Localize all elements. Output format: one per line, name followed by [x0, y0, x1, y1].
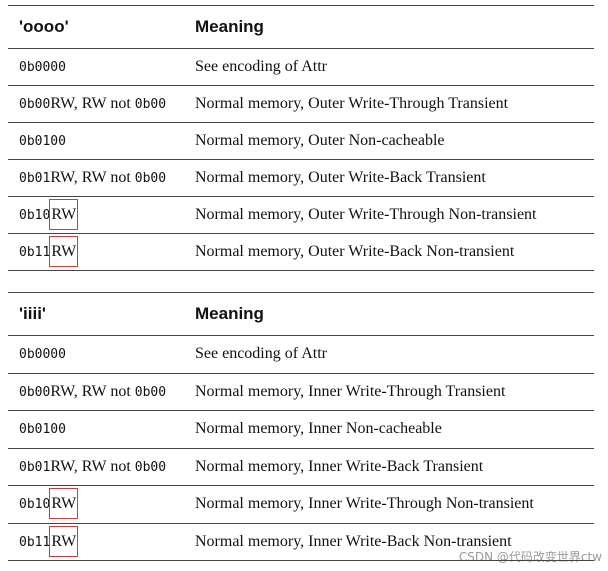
- encoding-cell: 0b0100: [8, 420, 195, 438]
- encoding-part: 0b01: [19, 171, 51, 186]
- table-row: 0b00RW, RW not 0b00 Normal memory, Outer …: [8, 85, 594, 122]
- meaning-cell: Normal memory, Outer Write-Back Transien…: [195, 169, 486, 186]
- table-row: 0b0100 Normal memory, Inner Non-cacheable: [8, 410, 594, 448]
- meaning-cell: See encoding of Attr: [195, 345, 327, 363]
- header-cell: 'oooo': [19, 17, 69, 36]
- encoding-part: RW, RW not: [50, 95, 135, 112]
- encoding-part: RW, RW not: [50, 382, 135, 400]
- header-row: 'oooo' Meaning: [8, 5, 594, 48]
- encoding-part: RW: [49, 199, 79, 230]
- meaning-cell: Normal memory, Inner Write-Back Non-tran…: [195, 532, 512, 550]
- encoding-cell: 0b11RW: [8, 236, 195, 267]
- encoding-part: 0b00: [134, 171, 167, 186]
- meaning-cell: Normal memory, Outer Non-cacheable: [195, 132, 445, 149]
- encoding-part: 0b11: [19, 534, 51, 550]
- encoding-part: RW, RW not: [50, 169, 135, 186]
- table-row: 0b01RW, RW not 0b00 Normal memory, Inner …: [8, 447, 594, 486]
- encoding-part: 0b10: [19, 208, 51, 223]
- encoding-part: 0b00: [134, 459, 167, 475]
- encoding-part: 0b01: [19, 459, 51, 475]
- encoding-cell: 0b0000: [8, 58, 195, 76]
- encoding-part: 0b00: [134, 384, 167, 400]
- encoding-cell: 0b01RW, RW not 0b00: [8, 458, 195, 476]
- meaning-cell: Normal memory, Inner Write-Through Trans…: [195, 382, 506, 400]
- encoding-cell: 0b11RW: [8, 525, 195, 557]
- encoding-part: 0b11: [19, 245, 51, 260]
- meaning-cell: See encoding of Attr: [195, 58, 327, 75]
- encoding-part: 0b0000: [19, 60, 66, 75]
- table-row: 0b01RW, RW not 0b00 Normal memory, Outer …: [8, 159, 594, 196]
- header-cell: 'iiii': [19, 304, 46, 323]
- encoding-part: RW: [49, 488, 79, 520]
- encoding-part: RW, RW not: [50, 457, 135, 475]
- encoding-part: 0b0100: [19, 134, 66, 149]
- encoding-cell: 0b10RW: [8, 199, 195, 230]
- meaning-cell: Normal memory, Outer Write-Through Non-t…: [195, 206, 537, 223]
- table: 'oooo' Meaning 0b0000 See encoding of Attr 0…: [8, 5, 594, 271]
- meaning-cell: Normal memory, Outer Write-Through Trans…: [195, 95, 509, 112]
- meaning-cell: Normal memory, Inner Write-Through Non-t…: [195, 495, 534, 513]
- encoding-cell: 0b00RW, RW not 0b00: [8, 95, 195, 113]
- header-cell: Meaning: [195, 17, 264, 36]
- table-row: 0b10RW Normal memory, Outer Write-Through…: [8, 196, 594, 233]
- table-row: 0b11RW Normal memory, Outer Write-Back No…: [8, 233, 594, 270]
- encoding-cell: 0b0000: [8, 345, 195, 363]
- header-cell: Meaning: [195, 304, 264, 323]
- table-row: 0b0000 See encoding of Attr: [8, 335, 594, 373]
- meaning-cell: Normal memory, Outer Write-Back Non-tran…: [195, 243, 515, 260]
- table-row: 0b10RW Normal memory, Inner Write-Through…: [8, 485, 594, 523]
- table-row: 0b0000 See encoding of Attr: [8, 48, 594, 85]
- encoding-part: 0b0000: [19, 347, 66, 363]
- encoding-cell: 0b00RW, RW not 0b00: [8, 383, 195, 401]
- encoding-part: 0b00: [134, 97, 167, 112]
- meaning-cell: Normal memory, Inner Write-Back Transien…: [195, 457, 484, 475]
- encoding-part: RW: [49, 525, 79, 557]
- table-row: 0b0100 Normal memory, Outer Non-cacheable: [8, 122, 594, 159]
- meaning-cell: Normal memory, Inner Non-cacheable: [195, 420, 442, 438]
- encoding-part: 0b00: [19, 384, 51, 400]
- table-row: 0b11RW Normal memory, Inner Write-Back No…: [8, 522, 594, 561]
- encoding-cell: 0b10RW: [8, 488, 195, 520]
- table: 'iiii' Meaning 0b0000 See encoding of Attr 0…: [8, 292, 594, 561]
- encoding-cell: 0b0100: [8, 132, 195, 150]
- encoding-part: 0b00: [19, 97, 51, 112]
- header-row: 'iiii' Meaning: [8, 292, 594, 335]
- encoding-cell: 0b01RW, RW not 0b00: [8, 169, 195, 187]
- encoding-part: RW: [49, 236, 79, 267]
- encoding-part: 0b10: [19, 497, 51, 513]
- encoding-part: 0b0100: [19, 422, 66, 438]
- table-row: 0b00RW, RW not 0b00 Normal memory, Inner …: [8, 372, 594, 411]
